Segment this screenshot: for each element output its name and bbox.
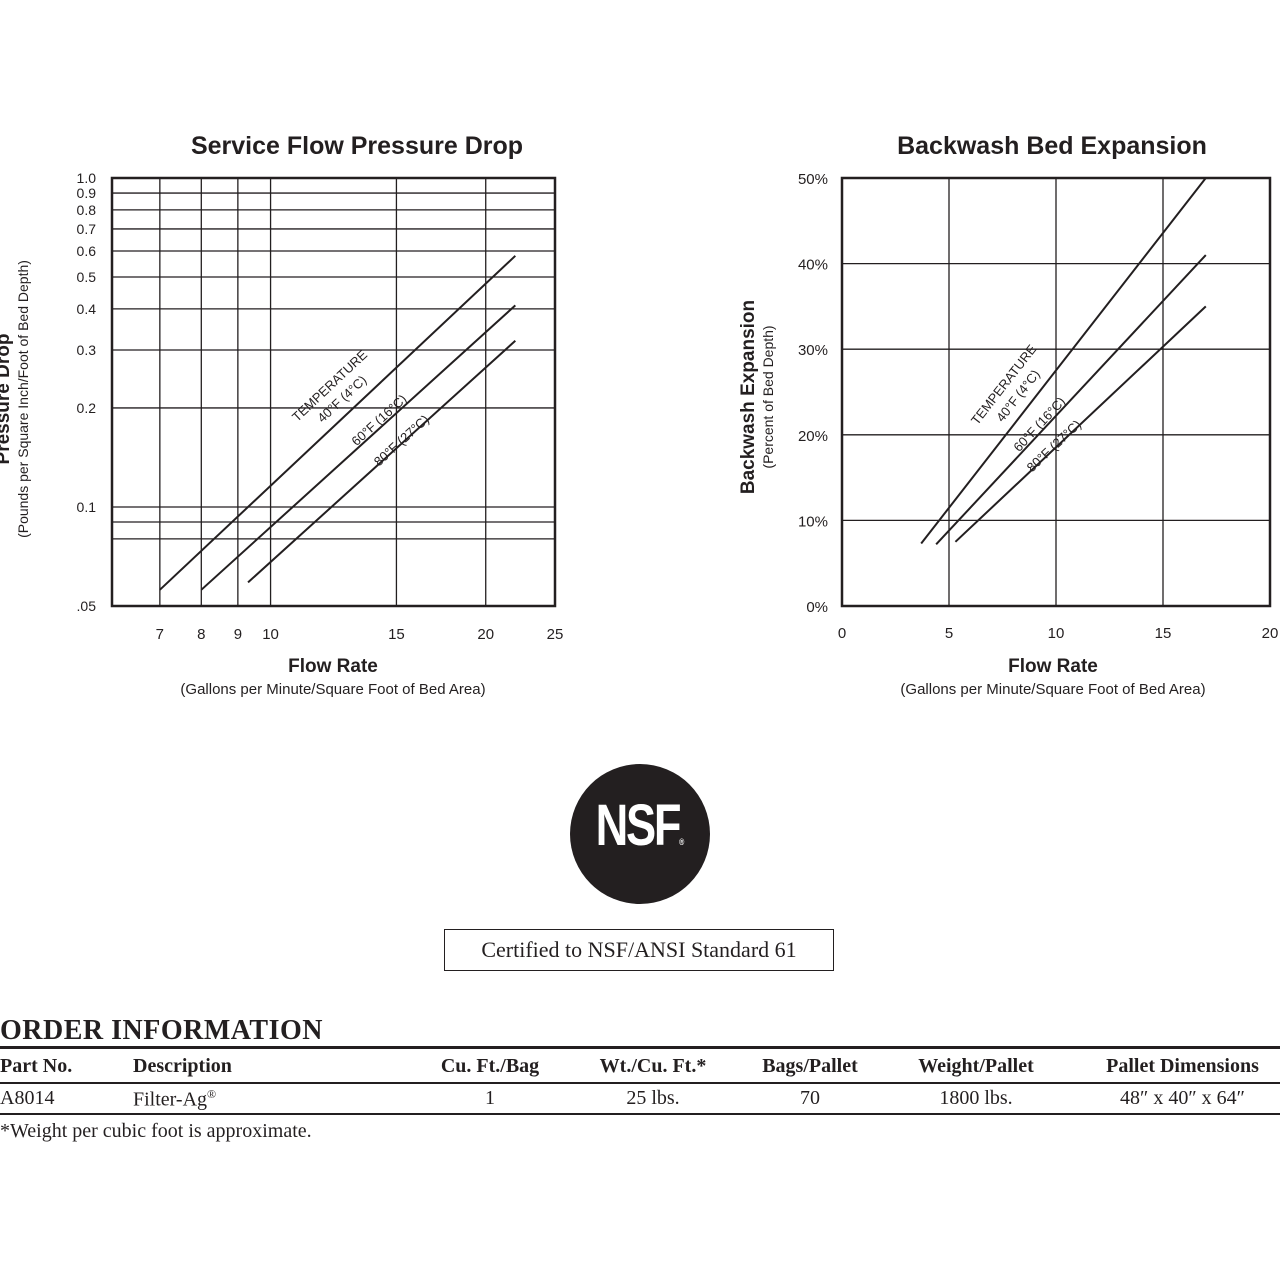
series-line-0: [159, 255, 517, 591]
table-row-cu-ft: 1: [485, 1087, 495, 1109]
nsf-logo-letters: NSF: [595, 793, 682, 858]
x-tick-label: 0: [838, 625, 846, 642]
y-tick-label: 0.2: [77, 400, 97, 416]
x-tick-label: 10: [1048, 625, 1065, 642]
col-header-cu-ft-bag: Cu. Ft./Bag: [440, 1055, 540, 1077]
plot-frame: [110, 176, 557, 608]
series-line-2: [247, 340, 516, 584]
x-tick-label: 20: [1262, 625, 1279, 642]
pressure-drop-x-title: Flow Rate: [288, 656, 378, 677]
certification-box: Certified to NSF/ANSI Standard 61: [444, 929, 834, 971]
y-tick-label: 0.8: [77, 202, 97, 218]
series-line-2: [954, 305, 1207, 543]
col-header-pallet-dimensions: Pallet Dimensions: [1106, 1055, 1259, 1077]
col-header-wt-cu-ft: Wt./Cu. Ft.*: [599, 1055, 707, 1077]
y-tick-label: 0.7: [77, 221, 97, 237]
x-tick-label: 5: [945, 625, 953, 642]
table-row-weight-pallet: 1800 lbs.: [939, 1087, 1013, 1109]
table-row-part: A8014: [0, 1087, 55, 1109]
backwash-x-title: Flow Rate: [1008, 656, 1098, 677]
plot-frame: [840, 176, 1272, 608]
x-tick-label: 15: [1155, 625, 1172, 642]
table-bottom-rule: [0, 1113, 1280, 1115]
order-info-heading: ORDER INFORMATION: [0, 1015, 323, 1046]
table-top-rule: [0, 1046, 1280, 1049]
y-tick-label: 20%: [798, 428, 828, 445]
y-tick-label: 0.1: [77, 499, 97, 515]
table-header-rule: [0, 1082, 1280, 1084]
y-tick-label: 0.9: [77, 185, 97, 201]
x-tick-label: 8: [197, 626, 205, 643]
y-tick-label: .05: [77, 598, 97, 614]
y-tick-label: 50%: [798, 171, 828, 188]
y-tick-label: 0.6: [77, 243, 97, 259]
x-tick-label: 20: [477, 626, 494, 643]
table-row-description: Filter-Ag®: [133, 1087, 216, 1112]
y-tick-label: 1.0: [77, 170, 97, 186]
col-header-part-no: Part No.: [0, 1055, 73, 1077]
series-line-0: [920, 177, 1207, 545]
col-header-description: Description: [133, 1055, 232, 1077]
description-registered-mark: ®: [207, 1087, 217, 1101]
pressure-drop-chart-title: Service Flow Pressure Drop: [190, 132, 524, 160]
x-tick-label: 7: [156, 626, 164, 643]
series-line-1: [935, 254, 1207, 546]
table-row-wt-cu-ft: 25 lbs.: [626, 1087, 680, 1109]
backwash-y-label: Backwash Expansion (Percent of Bed Depth…: [738, 277, 776, 517]
x-tick-label: 15: [388, 626, 405, 643]
col-header-weight-pallet: Weight/Pallet: [918, 1055, 1034, 1077]
nsf-logo-text: NSF®: [585, 792, 694, 859]
table-row-dimensions: 48″ x 40″ x 64″: [1120, 1087, 1245, 1109]
series-line-1: [200, 304, 516, 591]
description-text: Filter-Ag: [133, 1088, 208, 1111]
backwash-y-title: Backwash Expansion: [738, 299, 759, 495]
x-tick-label: 25: [547, 626, 564, 643]
pressure-drop-x-subtitle: (Gallons per Minute/Square Foot of Bed A…: [180, 681, 486, 698]
backwash-chart-title: Backwash Bed Expansion: [897, 132, 1207, 160]
x-tick-label: 9: [234, 626, 242, 643]
nsf-registered-mark: ®: [679, 837, 685, 847]
y-tick-label: 40%: [798, 257, 828, 274]
y-tick-label: 0.5: [77, 269, 97, 285]
y-tick-label: 0%: [806, 599, 828, 616]
y-tick-label: 30%: [798, 342, 828, 359]
nsf-logo: NSF®: [570, 764, 710, 904]
backwash-x-subtitle: (Gallons per Minute/Square Foot of Bed A…: [900, 681, 1206, 698]
col-header-bags-pallet: Bags/Pallet: [762, 1055, 858, 1077]
table-row-bags-pallet: 70: [800, 1087, 820, 1109]
y-tick-label: 0.3: [77, 342, 97, 358]
y-tick-label: 0.4: [77, 301, 97, 317]
backwash-y-subtitle: (Percent of Bed Depth): [760, 325, 776, 469]
x-tick-label: 10: [262, 626, 279, 643]
table-footnote: *Weight per cubic foot is approximate.: [0, 1120, 312, 1142]
y-tick-label: 10%: [798, 513, 828, 530]
